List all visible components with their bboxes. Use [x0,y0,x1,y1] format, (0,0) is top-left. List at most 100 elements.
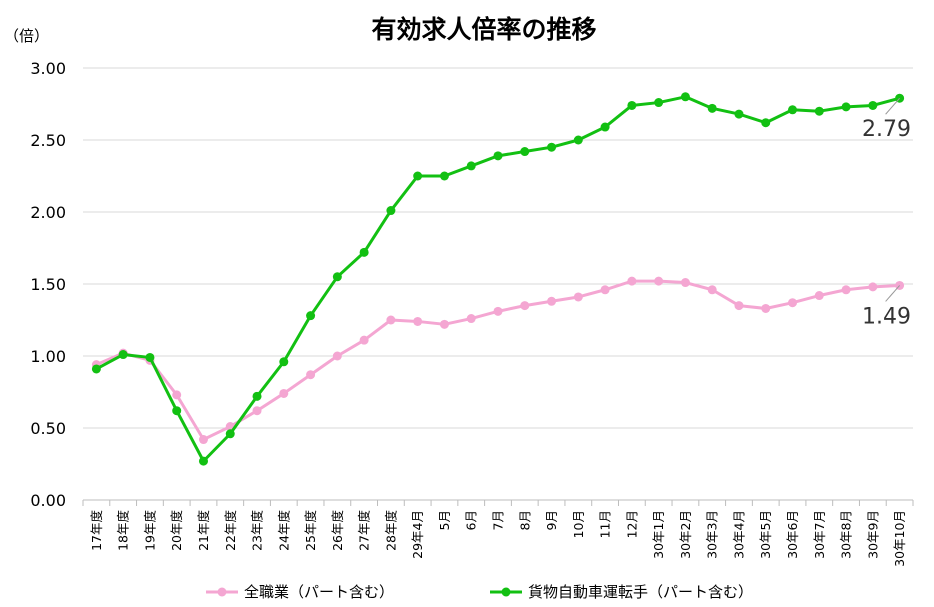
data-point [841,285,851,295]
leader-line [885,97,900,115]
x-tick-label: 30年5月 [758,510,773,559]
legend-label: 全職業（パート含む） [244,583,394,601]
x-tick-label: 30年9月 [865,510,880,559]
x-tick-label: 30年10月 [892,510,907,567]
x-tick-label: 30年1月 [651,510,666,559]
x-tick-label: 22年度 [223,510,238,551]
x-tick-label: 30年7月 [812,510,827,559]
data-point [466,161,476,171]
data-point [868,282,878,292]
data-point [493,306,503,316]
data-point [118,350,128,360]
series-1 [91,276,905,445]
legend-label: 貨物自動車運転手（パート含む） [528,583,753,601]
data-point [868,100,878,110]
chart-title: 有効求人倍率の推移 [371,15,596,44]
data-point [520,147,530,157]
x-tick-label: 29年4月 [410,510,425,559]
x-tick-label: 26年度 [330,510,345,551]
data-point [547,296,557,306]
y-tick-label: 0.00 [30,491,66,510]
x-tick-label: 8月 [517,510,532,530]
series-layer [91,92,905,466]
end-value-label: 1.49 [862,304,911,329]
x-tick-label: 27年度 [357,510,372,551]
series-2 [91,92,905,466]
data-point [841,102,851,112]
data-point [788,105,798,115]
data-point [198,456,208,466]
data-point [761,303,771,313]
data-point [707,103,717,113]
y-tick-label: 0.50 [30,419,66,438]
legend-marker [501,587,511,597]
y-tick-label: 1.50 [30,275,66,294]
y-axis-ticks: 0.00 0.50 1.00 1.50 2.00 2.50 3.00 [30,59,66,510]
y-tick-label: 2.00 [30,203,66,222]
series-line [95,279,900,442]
data-point [573,292,583,302]
data-point [172,406,182,416]
data-point [359,247,369,257]
y-tick-label: 2.50 [30,131,66,150]
x-tick-label: 12月 [624,510,639,538]
data-point [734,109,744,119]
data-point [145,352,155,362]
x-tick-label: 30年4月 [731,510,746,559]
legend-marker [217,587,227,597]
x-tick-label: 25年度 [303,510,318,551]
data-point [814,106,824,116]
data-point [600,122,610,132]
x-tick-label: 9月 [544,510,559,530]
x-tick-label: 24年度 [276,510,291,551]
data-point [788,298,798,308]
data-point [91,364,101,374]
x-axis-ticks: 17年度 18年度 19年度 20年度 21年度 22年度 23年度 24年度 25年度 26年度… [82,500,914,567]
data-point [225,429,235,439]
x-tick-label: 19年度 [142,510,157,551]
x-tick-label: 17年度 [89,510,104,551]
data-point [573,135,583,145]
data-point [680,278,690,288]
data-point [654,98,664,108]
data-point [306,370,316,380]
data-point [466,314,476,324]
data-point [306,311,316,321]
x-tick-label: 30年6月 [785,510,800,559]
data-point [386,206,396,216]
x-tick-label: 21年度 [196,510,211,551]
x-tick-label: 11月 [598,510,613,538]
data-point [547,142,557,152]
data-point [386,315,396,325]
data-point [439,319,449,329]
data-point [172,390,182,400]
end-labels: 1.49 2.79 [862,97,911,329]
y-tick-label: 3.00 [30,59,66,78]
data-point [359,335,369,345]
x-tick-label: 7月 [491,510,506,530]
x-tick-label: 28年度 [383,510,398,551]
data-point [279,357,289,367]
data-point [520,301,530,311]
x-tick-label: 18年度 [116,510,131,551]
data-point [627,100,637,110]
leader-line [885,285,900,302]
data-point [761,118,771,128]
data-point [814,291,824,301]
data-point [493,151,503,161]
y-tick-label: 1.00 [30,347,66,366]
x-tick-label: 20年度 [169,510,184,551]
data-point [413,171,423,181]
data-point [332,272,342,282]
data-point [600,285,610,295]
data-point [279,388,289,398]
x-tick-label: 30年3月 [705,510,720,559]
x-tick-label: 30年8月 [839,510,854,559]
x-tick-label: 30年2月 [678,510,693,559]
x-tick-label: 6月 [464,510,479,530]
data-point [654,276,664,286]
x-tick-label: 23年度 [250,510,265,551]
x-tick-label: 10月 [571,510,586,538]
data-point [332,351,342,361]
